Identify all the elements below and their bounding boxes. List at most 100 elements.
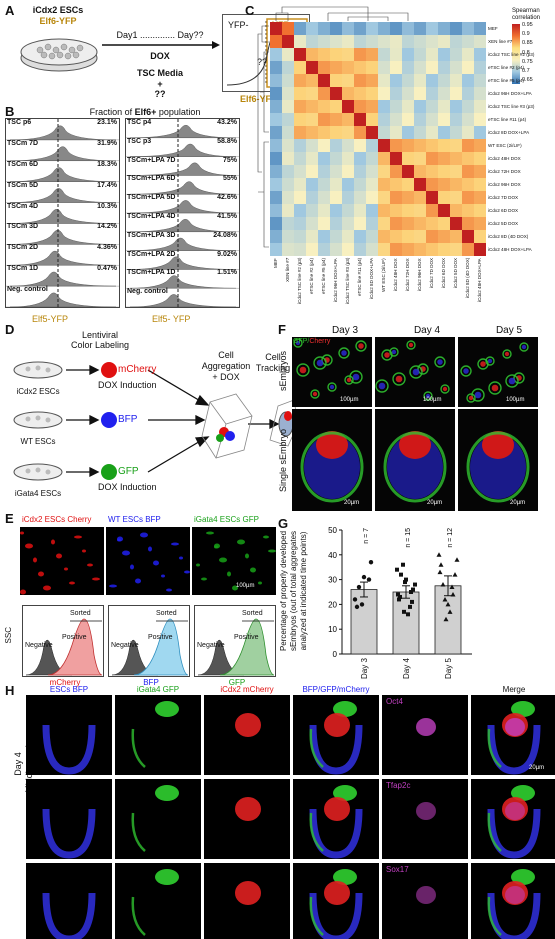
heatmap-cell	[390, 217, 403, 231]
heatmap-cell	[426, 126, 439, 140]
magenta-signal	[416, 802, 436, 820]
heatmap-cell	[306, 178, 319, 192]
heatmap-cell	[366, 87, 379, 101]
panel-b-left-label: TSCm 1D	[7, 265, 39, 273]
heatmap-cell	[474, 139, 486, 153]
panel-f-bottom-scale-2: 20µm	[427, 500, 443, 506]
panel-b-left-value: 31.9%	[97, 139, 117, 147]
heatmap-row-label: eTSC line #11 (p4)	[488, 116, 527, 122]
heatmap-cell	[282, 139, 295, 153]
heatmap-cell	[438, 165, 451, 179]
heatmap-cell	[462, 191, 475, 205]
panel-label-g: G	[278, 516, 289, 531]
heatmap-cell	[354, 243, 367, 256]
panel-c-heatmap	[270, 22, 486, 256]
panel-b-right-histogram-curve	[129, 294, 237, 308]
heatmap-cell	[270, 113, 283, 127]
heatmap-cell	[378, 204, 391, 218]
aggregate-shell	[409, 365, 423, 379]
heatmap-cell	[378, 22, 391, 36]
panel-e-image-svg	[109, 532, 190, 592]
blue-layer	[42, 808, 96, 859]
heatmap-cell	[306, 74, 319, 88]
n-label: n = 7	[363, 528, 370, 544]
heatmap-cell	[462, 48, 475, 62]
heatmap-cell	[438, 100, 451, 114]
heatmap-cell	[270, 35, 283, 49]
panel-b-right-label: TSCm+LPA 5D	[127, 194, 176, 202]
cell-spot	[184, 570, 190, 574]
panel-c-colorbar	[512, 24, 520, 84]
aggregate-core	[358, 343, 364, 349]
heatmap-cell	[390, 139, 403, 153]
panel-f-top-scale-1: 100µm	[340, 397, 359, 403]
heatmap-cell	[282, 191, 295, 205]
panel-b-right-histogram-curve	[129, 181, 237, 195]
heatmap-cell	[462, 22, 475, 36]
heatmap-cell	[474, 217, 486, 231]
heatmap-cell	[462, 243, 475, 256]
aggregate-core	[378, 382, 386, 390]
panel-e-title-2: WT ESCs BFP	[108, 515, 161, 524]
aggregate-core	[395, 375, 403, 383]
data-point	[403, 580, 407, 585]
embryo-red	[482, 431, 514, 459]
green-cluster	[333, 869, 357, 885]
panel-d-schematic	[13, 361, 298, 481]
heatmap-cell	[462, 126, 475, 140]
heatmap-cell	[294, 217, 307, 231]
heatmap-cell	[378, 217, 391, 231]
heatmap-cell	[462, 87, 475, 101]
heatmap-cell	[294, 139, 307, 153]
heatmap-cell	[402, 22, 415, 36]
panel-b-right-histogram-curve	[129, 219, 237, 232]
heatmap-cell	[306, 217, 319, 231]
heatmap-cell	[282, 217, 295, 231]
cell-spot	[245, 553, 249, 559]
cell-spot	[263, 535, 269, 539]
embryo-red	[399, 431, 431, 459]
heatmap-cell	[378, 191, 391, 205]
panel-f-top-scale-2: 100µm	[423, 397, 442, 403]
cell-spot	[20, 531, 24, 535]
aggregate-core	[412, 368, 420, 376]
magenta-signal	[505, 802, 525, 820]
panel-f-top-svg	[293, 338, 367, 399]
aggregate-shell	[477, 358, 489, 370]
heatmap-cell	[438, 22, 451, 36]
heatmap-cell	[414, 87, 427, 101]
heatmap-cell	[342, 87, 355, 101]
panel-a-axis: Elf6-YFP	[240, 94, 278, 104]
panel-h-image-svg	[416, 802, 436, 820]
heatmap-cell	[294, 178, 307, 192]
panel-h-image-svg	[235, 713, 261, 737]
heatmap-cell	[342, 126, 355, 140]
heatmap-cell	[426, 22, 439, 36]
heatmap-cell	[330, 243, 343, 256]
blue-layer	[309, 892, 363, 939]
heatmap-cell	[378, 152, 391, 166]
aggregate-shell	[434, 356, 446, 368]
heatmap-cell	[354, 191, 367, 205]
x-tick-label: Day 4	[402, 658, 411, 679]
x-tick-label: Day 3	[360, 658, 369, 679]
heatmap-cell	[378, 35, 391, 49]
positive-curve	[47, 618, 103, 676]
heatmap-cell	[450, 100, 463, 114]
heatmap-cell	[282, 35, 295, 49]
heatmap-cell	[318, 22, 331, 36]
cell-spot	[258, 581, 262, 585]
cell-spot	[25, 543, 33, 549]
data-point	[443, 616, 449, 622]
cell-spot	[38, 571, 44, 577]
heatmap-cell	[390, 22, 403, 36]
heatmap-cell	[378, 74, 391, 88]
heatmap-row-label: iCdx2 8D DOX+LPA	[488, 129, 530, 135]
panel-d-label-1: mCherry	[118, 364, 157, 375]
red-cluster	[235, 713, 261, 737]
panel-h-image	[382, 779, 468, 859]
heatmap-cell	[366, 126, 379, 140]
panel-b-left-value: 14.2%	[97, 223, 117, 231]
heatmap-cell	[306, 230, 319, 244]
panel-a-timeline: Day1 .............. Day??	[116, 30, 204, 40]
